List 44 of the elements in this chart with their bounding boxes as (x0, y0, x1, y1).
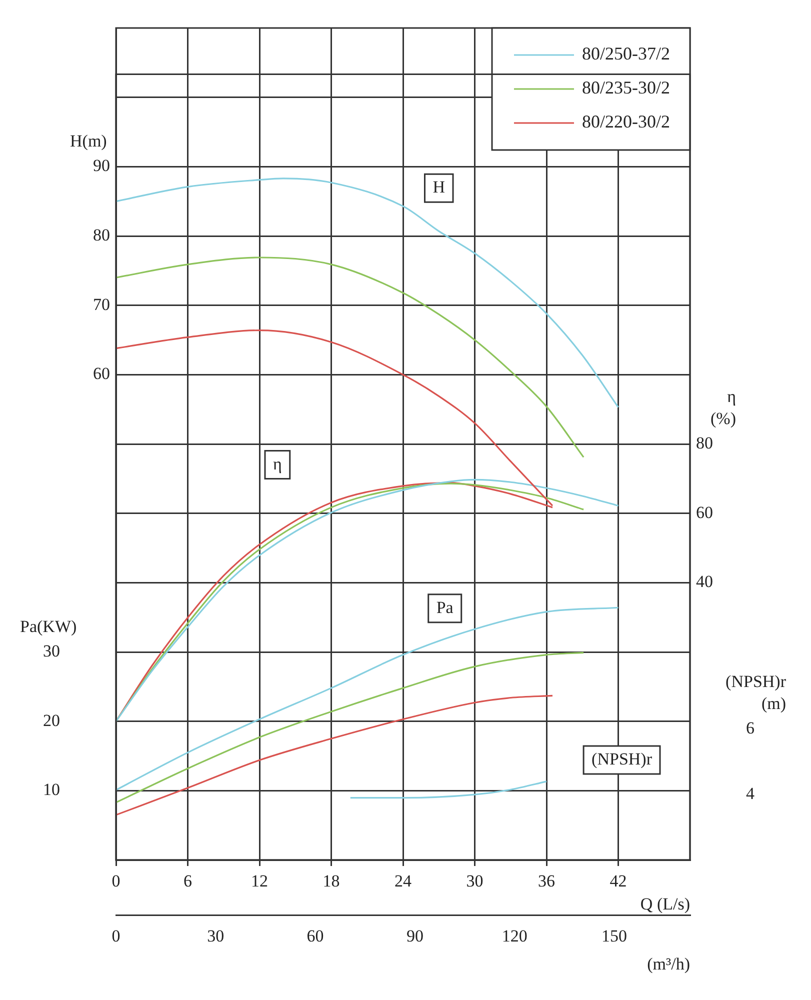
line-series (116, 652, 584, 804)
x-tick-label: 18 (322, 872, 340, 891)
y-axis-title: H(m) (70, 132, 107, 151)
y2-tick-label: 60 (696, 502, 713, 522)
y2-tick-label: 6 (746, 718, 754, 738)
line-series (116, 256, 584, 458)
x2-tick-label: 90 (406, 926, 424, 946)
annotation: H (432, 178, 446, 197)
x-tick-label: 36 (538, 872, 555, 891)
legend-label: 80/235-30/2 (582, 78, 670, 98)
y2-tick-label: 40 (696, 572, 713, 592)
x-tick-label: 12 (251, 872, 268, 891)
x-tick-label: 30 (466, 872, 484, 891)
legend-label: 80/220-30/2 (582, 112, 670, 132)
x2-tick-label: 30 (207, 926, 224, 946)
x-tick-label: 24 (394, 872, 412, 891)
y3-tick-label: 10 (43, 780, 60, 800)
y-tick-label: 60 (93, 364, 110, 384)
x2-tick-label: 120 (502, 926, 528, 946)
y2-axis-title: (NPSH)r (m) (726, 672, 786, 713)
x2-tick-label: 0 (112, 926, 120, 946)
y2-tick-label: 80 (696, 433, 713, 452)
line-series (116, 694, 554, 816)
y-tick-label: 80 (93, 225, 110, 244)
x2-axis-title: (m³/h) (647, 954, 690, 974)
x-tick-label: 6 (184, 872, 192, 891)
annotation: η (272, 454, 282, 474)
line-series (116, 178, 620, 408)
x2-tick-label: 60 (306, 926, 324, 946)
annotation: (NPSH)r (592, 749, 652, 768)
y2-tick-label: 4 (746, 784, 755, 803)
y3-tick-label: 20 (43, 710, 60, 730)
y3-tick-label: 30 (43, 641, 60, 660)
y3-axis-title: Pa(KW) (20, 616, 77, 636)
y2-axis-title: η (%) (710, 386, 736, 428)
x-tick-label: 0 (112, 872, 120, 891)
y-tick-label: 90 (93, 156, 110, 176)
x-axis-title: Q (L/s) (640, 894, 690, 914)
x-tick-label: 42 (610, 872, 627, 891)
y-tick-label: 70 (93, 294, 110, 314)
line-series (350, 780, 548, 799)
x2-tick-label: 150 (602, 926, 628, 946)
legend-label: 80/250-37/2 (582, 44, 670, 64)
annotation: Pa (436, 598, 454, 617)
